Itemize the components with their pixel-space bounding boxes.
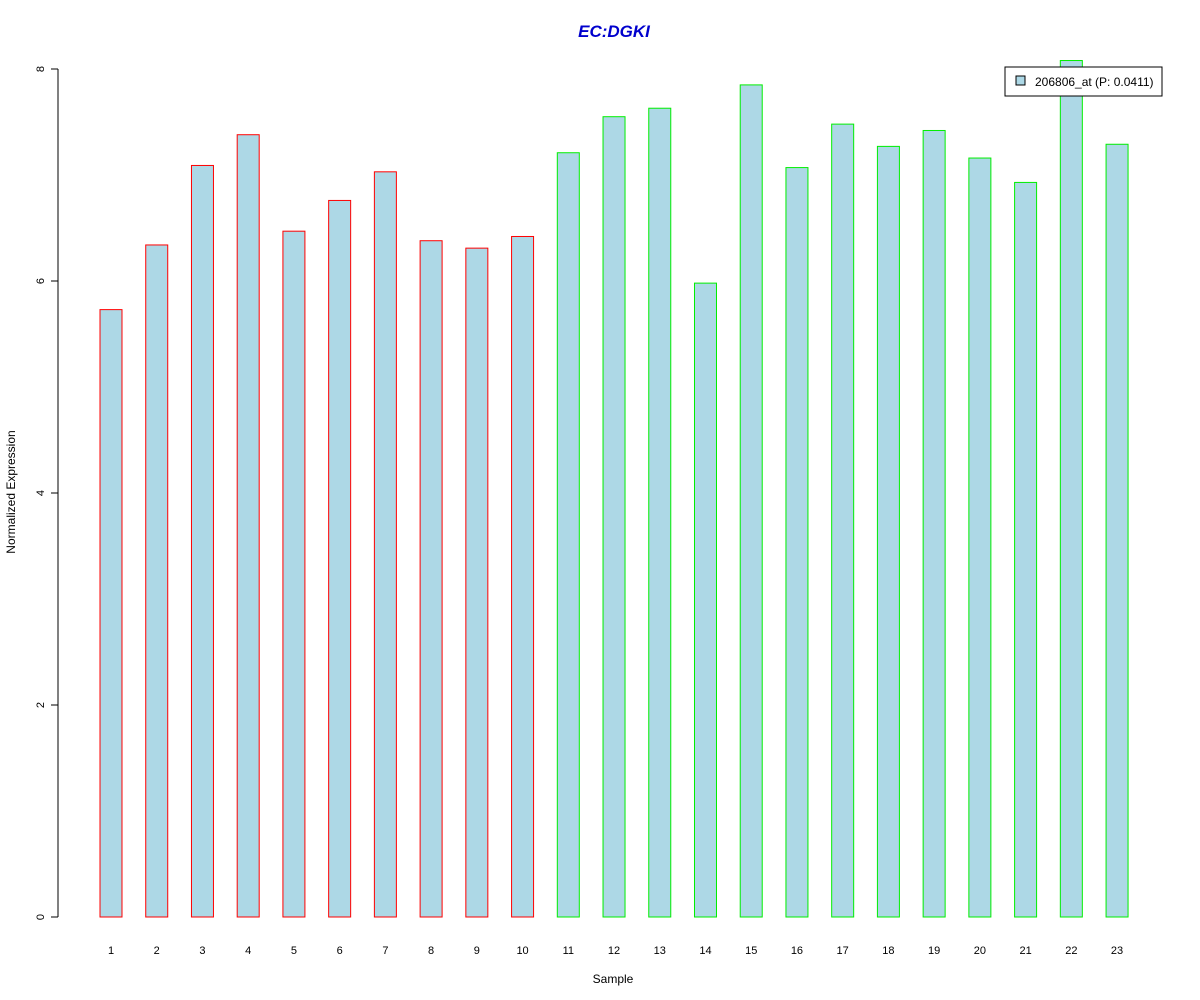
legend-box (1004, 66, 1163, 97)
legend-swatch (1015, 75, 1026, 86)
x-tick-label: 12 (608, 945, 620, 957)
bar-sample-1 (99, 309, 123, 918)
bar-sample-5 (282, 230, 306, 918)
bar-sample-7 (373, 171, 397, 918)
bar-sample-18 (876, 145, 900, 918)
x-tick-label: 13 (654, 945, 666, 957)
x-tick-label: 15 (745, 945, 757, 957)
x-tick-label: 6 (337, 945, 343, 957)
bar-sample-3 (190, 164, 214, 918)
y-axis-label: Normalized Expression (4, 430, 18, 553)
x-tick-label: 19 (928, 945, 940, 957)
x-tick-label: 16 (791, 945, 803, 957)
x-tick-label: 17 (837, 945, 849, 957)
y-tick-label: 8 (35, 66, 47, 72)
x-tick-label: 4 (245, 945, 251, 957)
x-tick-label: 22 (1065, 945, 1077, 957)
bar-sample-12 (602, 116, 626, 918)
bar-sample-2 (145, 244, 169, 918)
x-tick-label: 10 (516, 945, 528, 957)
x-tick-label: 8 (428, 945, 434, 957)
x-tick-labels: 1 2 3 4 5 6 7 8 9 10 11 12 13 14 15 16 17 18 19 20 21 22 23 (108, 945, 1123, 957)
bar-sample-20 (968, 157, 992, 918)
bar-sample-8 (419, 240, 443, 918)
bar-sample-13 (648, 107, 672, 918)
x-tick-label: 11 (563, 945, 574, 957)
chart-title: EC:DGKI (578, 22, 651, 41)
bar-sample-16 (785, 167, 809, 918)
bar-sample-17 (831, 123, 855, 918)
x-tick-label: 2 (154, 945, 160, 957)
bar-sample-21 (1014, 181, 1038, 918)
y-tick-label: 2 (35, 702, 47, 708)
bar-sample-23 (1105, 143, 1129, 918)
bars-group (99, 60, 1129, 918)
bar-sample-10 (511, 235, 535, 918)
x-tick-label: 21 (1019, 945, 1031, 957)
x-axis-label: Sample (593, 972, 634, 986)
x-tick-label: 7 (382, 945, 388, 957)
bar-sample-4 (236, 134, 260, 918)
bar-sample-14 (693, 282, 717, 918)
x-tick-label: 20 (974, 945, 986, 957)
bar-sample-9 (465, 247, 489, 918)
bar-sample-11 (556, 152, 580, 918)
y-tick-label: 6 (35, 278, 47, 284)
bar-sample-6 (328, 199, 352, 918)
bar-sample-15 (739, 84, 763, 918)
x-tick-label: 23 (1111, 945, 1123, 957)
legend: 206806_at (P: 0.0411) (1004, 66, 1163, 97)
x-tick-label: 1 (108, 945, 114, 957)
x-tick-label: 14 (699, 945, 711, 957)
bar-sample-19 (922, 129, 946, 918)
y-tick-label: 4 (35, 490, 47, 496)
x-tick-label: 18 (882, 945, 894, 957)
legend-label: 206806_at (P: 0.0411) (1035, 75, 1154, 89)
y-tick-label: 0 (35, 914, 47, 920)
bar-sample-22 (1059, 60, 1083, 918)
x-tick-label: 5 (291, 945, 297, 957)
y-axis: 0 2 4 6 8 (35, 66, 59, 920)
x-tick-label: 9 (474, 945, 480, 957)
x-tick-label: 3 (199, 945, 205, 957)
